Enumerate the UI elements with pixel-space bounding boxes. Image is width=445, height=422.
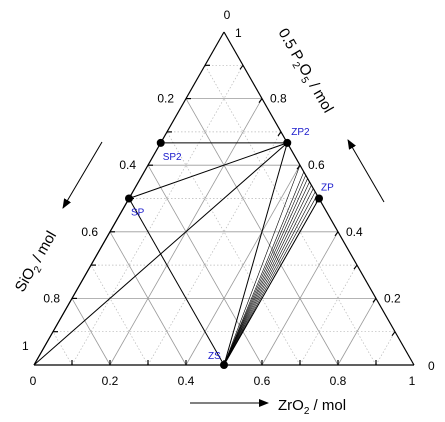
- tick-labels: 0.2 0.4 0.6 0.8 0.8 0.6 0.4 0.2 0.2 0.4 0.6 0.8: [43, 92, 401, 388]
- grid-line: [53, 332, 72, 365]
- tick-mark: [278, 132, 281, 136]
- point-label-sp2: SP2: [163, 152, 182, 163]
- point-zs: [220, 361, 228, 369]
- left-tick-label: 0.4: [119, 158, 136, 172]
- tie-line: [224, 189, 313, 365]
- tick-mark: [240, 65, 243, 69]
- point-label-sp: SP: [131, 208, 145, 219]
- grid-line: [300, 265, 357, 365]
- bottom-tick-label: 0.6: [254, 374, 271, 388]
- bottom-axis-label: ZrO2 / mol: [278, 397, 346, 417]
- grid-line: [91, 265, 148, 365]
- tie-line: [224, 199, 319, 366]
- top-vertex-one: 1: [235, 26, 242, 40]
- left-tick-label: 0.2: [157, 92, 174, 106]
- right-vertex-one: 1: [409, 374, 416, 388]
- grid: [53, 65, 395, 365]
- point-label-zp2: ZP2: [291, 127, 310, 138]
- right-axis-arrow: [348, 140, 384, 202]
- point-sp: [125, 195, 133, 203]
- bottom-tick-label: 0.2: [102, 374, 119, 388]
- grid-line: [376, 332, 395, 365]
- left-tick-label: 0.8: [43, 291, 60, 305]
- left-axis-arrow: [63, 142, 102, 208]
- left-axis-label: SiO2 / mol: [12, 228, 63, 296]
- tie-line: [224, 172, 304, 365]
- right-tick-label: 0.8: [270, 92, 287, 106]
- point-zp: [315, 195, 323, 203]
- top-vertex-zero: 0: [224, 8, 231, 22]
- grid-line: [205, 65, 376, 365]
- grid-line: [72, 65, 243, 365]
- tick-mark: [354, 265, 357, 269]
- left-tick-label: 0.6: [81, 225, 98, 239]
- point-sp2: [157, 139, 165, 147]
- point-label-zs: ZS: [208, 351, 221, 362]
- right-vertex-zero: 0: [428, 359, 435, 373]
- grid-line: [148, 132, 281, 365]
- point-label-zp: ZP: [321, 183, 334, 194]
- point-zp2: [283, 139, 291, 147]
- tie-line: [34, 199, 129, 366]
- tie-line: [224, 175, 306, 365]
- bottom-tick-label: 0.4: [178, 374, 195, 388]
- right-tick-label: 0.6: [308, 158, 325, 172]
- left-vertex-one: 1: [22, 339, 29, 353]
- tie-line: [129, 199, 224, 366]
- tick-mark: [392, 332, 395, 336]
- tie-line: [224, 195, 317, 365]
- left-vertex-zero: 0: [30, 374, 37, 388]
- right-tick-label: 0.4: [346, 225, 363, 239]
- bottom-tick-label: 0.8: [330, 374, 347, 388]
- tie-line: [129, 143, 287, 199]
- tie-line: [224, 179, 308, 365]
- right-tick-label: 0.2: [384, 291, 401, 305]
